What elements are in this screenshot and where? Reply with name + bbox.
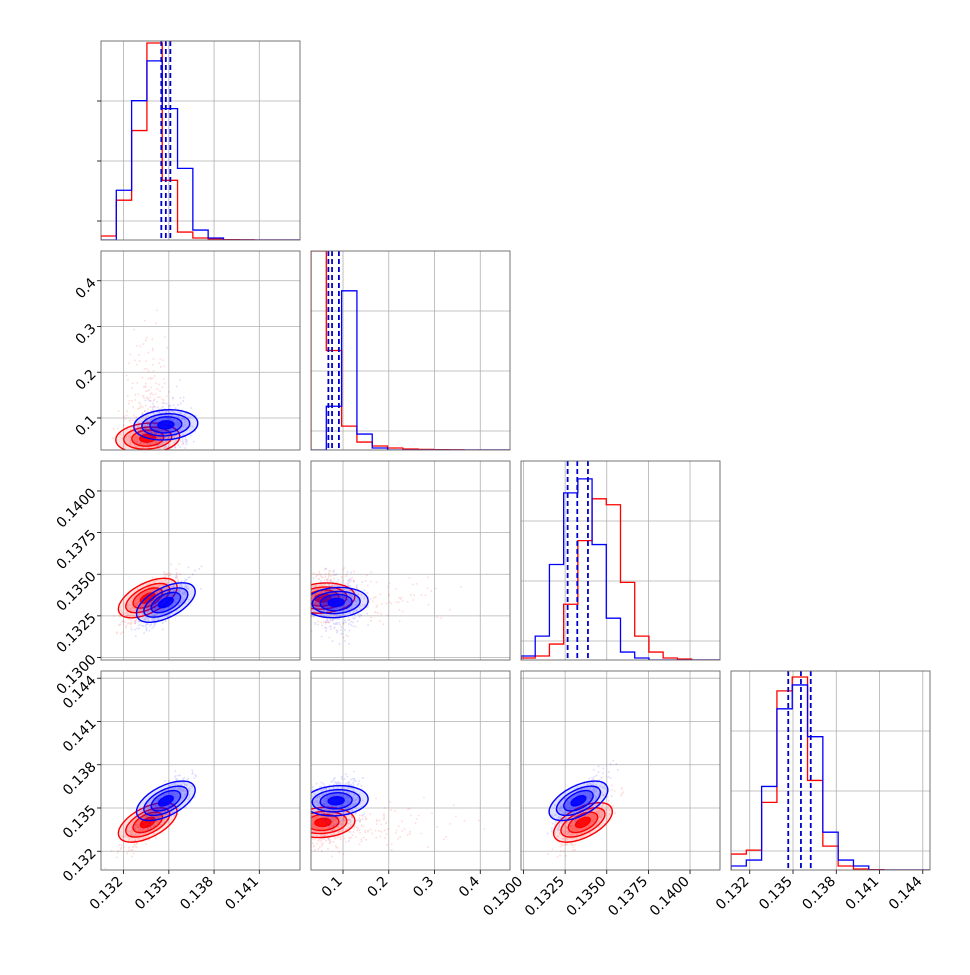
density-contour	[157, 794, 174, 807]
x-tick-label: 0.135	[756, 874, 796, 914]
panel-frame	[310, 670, 511, 871]
x-tick-label: 0.141	[222, 874, 262, 914]
panel-frame	[100, 250, 301, 451]
scatter-points	[311, 567, 462, 639]
histogram-step	[731, 676, 930, 870]
panel-plot-area	[101, 41, 300, 240]
panel-0-0	[97, 40, 301, 241]
x-tick-label: 0.135	[132, 874, 172, 914]
x-tick-label: 0.1400	[647, 874, 693, 920]
panel-1-1	[310, 250, 511, 451]
panel-plot-area	[101, 671, 300, 870]
x-tick-label: 0.3	[410, 874, 437, 901]
histogram-step	[101, 42, 300, 240]
x-tick-label: 0.1300	[480, 874, 526, 920]
panel-plot-area	[101, 461, 300, 660]
histogram-step	[521, 478, 720, 660]
y-tick-label: 0.1350	[54, 569, 100, 615]
panel-frame	[310, 250, 511, 451]
y-tick-label: 0.132	[60, 846, 100, 886]
panel-plot-area	[311, 251, 510, 450]
density-contour	[570, 794, 587, 807]
scatter-points	[311, 770, 366, 842]
scatter-points	[111, 309, 188, 450]
scatter-points	[311, 787, 486, 858]
panel-1-0: 0.1 0.2 0.3 0.4	[73, 250, 301, 451]
panel-frame	[730, 670, 931, 871]
density-contour	[157, 596, 174, 609]
density-contour	[314, 817, 332, 828]
y-tick-label: 0.138	[60, 759, 100, 799]
panel-2-2	[520, 460, 721, 661]
histogram-step	[311, 290, 510, 450]
x-tick-label: 0.1375	[605, 874, 651, 920]
x-tick-label: 0.138	[799, 874, 839, 914]
y-tick-label: 0.1375	[54, 527, 100, 573]
panel-2-1	[310, 460, 511, 661]
panel-3-0: 0.132 0.135 0.138 0.1410.1320.1350.1380.141…	[60, 670, 301, 914]
y-tick-label: 0.141	[60, 716, 100, 756]
x-tick-label: 0.1	[319, 874, 346, 901]
histogram-step	[731, 684, 930, 870]
scatter-points	[134, 385, 209, 450]
y-tick-label: 0.4	[73, 275, 100, 302]
panel-frame	[520, 670, 721, 871]
y-tick-label: 0.1325	[54, 610, 100, 656]
panel-plot-area	[731, 671, 930, 870]
density-contour	[157, 420, 175, 430]
x-tick-label: 0.138	[177, 874, 217, 914]
panel-3-3: 0.132 0.135 0.138 0.141 0.144	[713, 670, 931, 914]
x-tick-label: 0.1350	[564, 874, 610, 920]
x-tick-label: 0.144	[886, 873, 926, 913]
x-tick-label: 0.4	[456, 873, 483, 900]
y-tick-label: 0.135	[60, 802, 100, 842]
panel-frame	[100, 670, 301, 871]
histogram-step	[101, 60, 300, 240]
panel-plot-area	[521, 671, 720, 870]
panel-plot-area	[311, 461, 510, 660]
y-tick-label: 0.1	[73, 412, 100, 439]
histogram-step	[521, 498, 720, 660]
panel-plot-area	[101, 251, 300, 450]
panel-plot-area	[521, 461, 720, 660]
x-tick-label: 0.141	[843, 874, 883, 914]
panel-frame	[310, 460, 511, 661]
x-tick-label: 0.132	[87, 874, 127, 914]
density-contour	[574, 816, 592, 829]
y-tick-label: 0.3	[73, 321, 100, 348]
y-tick-label: 0.2	[73, 367, 100, 394]
panel-frame	[100, 40, 301, 241]
panel-plot-area	[311, 671, 510, 870]
x-tick-label: 0.132	[713, 874, 753, 914]
x-tick-label: 0.2	[365, 874, 392, 901]
panel-frame	[520, 460, 721, 661]
density-contour	[327, 597, 345, 608]
y-tick-label: 0.1400	[54, 485, 100, 531]
x-tick-label: 0.1325	[522, 874, 568, 920]
density-contour	[327, 796, 345, 806]
panel-3-1: 0.1 0.2 0.3 0.4	[310, 670, 511, 901]
panel-frame	[100, 460, 301, 661]
